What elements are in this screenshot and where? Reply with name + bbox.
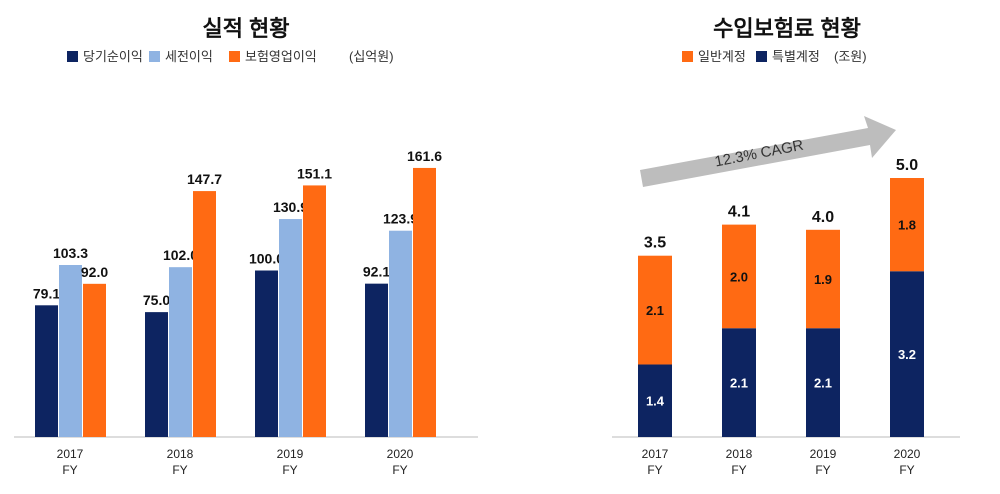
legend-unit: (십억원) [349, 49, 394, 64]
data-label: 2.1 [814, 376, 832, 391]
legend-label: 세전이익 [165, 49, 213, 64]
performance-legend: 당기순이익 세전이익 보험영업이익 (십억원) [67, 49, 394, 64]
data-label: 161.6 [407, 148, 442, 164]
x-tick-label: FY [392, 463, 407, 477]
bar [303, 185, 326, 437]
legend-swatch [756, 51, 767, 62]
total-label: 3.5 [644, 235, 666, 252]
bar-general [722, 224, 756, 329]
x-tick-label: FY [899, 463, 914, 477]
legend-swatch [229, 51, 240, 62]
total-label: 4.1 [728, 204, 750, 221]
x-tick-label: 2019 [277, 447, 304, 461]
legend-label: 당기순이익 [83, 49, 143, 64]
x-tick-label: FY [282, 463, 297, 477]
cagr-arrow [640, 116, 896, 187]
bar [193, 191, 216, 437]
performance-chart-title: 실적 현황 [202, 16, 289, 41]
bar-special [722, 328, 756, 437]
bar [83, 283, 106, 437]
x-tick-label: FY [647, 463, 662, 477]
data-label: 2.1 [730, 376, 748, 391]
legend-label: 보험영업이익 [245, 49, 317, 64]
total-label: 5.0 [896, 157, 918, 174]
bar [279, 219, 302, 437]
legend-swatch [682, 51, 693, 62]
bar-general [806, 229, 840, 329]
data-label: 2.1 [646, 303, 664, 318]
data-label: 100.0 [249, 251, 284, 267]
bar-general [638, 255, 672, 365]
bar [255, 270, 278, 437]
data-label: 75.0 [143, 292, 170, 308]
x-tick-label: 2019 [810, 447, 837, 461]
x-tick-label: FY [172, 463, 187, 477]
data-label: 1.9 [814, 272, 832, 287]
total-label: 4.0 [812, 209, 834, 226]
x-tick-label: FY [815, 463, 830, 477]
bar-special [638, 364, 672, 437]
bar-special [806, 328, 840, 437]
data-label: 92.0 [81, 264, 108, 280]
data-label: 147.7 [187, 171, 222, 187]
bar-special [890, 271, 924, 437]
legend-unit: (조원) [834, 49, 867, 64]
bar [413, 167, 436, 437]
x-tick-label: 2017 [57, 447, 84, 461]
x-tick-label: 2020 [387, 447, 414, 461]
data-label: 103.3 [53, 245, 88, 261]
data-label: 151.1 [297, 165, 332, 181]
bar [389, 230, 412, 437]
premium-legend: 일반계정 특별계정 (조원) [682, 49, 867, 64]
premium-chart-title: 수입보험료 현황 [713, 16, 861, 41]
bar [365, 283, 388, 437]
data-label: 123.9 [383, 211, 418, 227]
bar [145, 312, 168, 437]
data-label: 102.0 [163, 247, 198, 263]
performance-chart: 실적 현황 당기순이익 세전이익 보험영업이익 (십억원) 79.1 103.3 92.0… [14, 16, 478, 477]
x-tick-label: FY [731, 463, 746, 477]
bar-general [890, 178, 924, 272]
x-tick-label: FY [62, 463, 77, 477]
x-tick-label: 2017 [642, 447, 669, 461]
data-label: 130.9 [273, 199, 308, 215]
legend-swatch [149, 51, 160, 62]
legend-label: 특별계정 [772, 49, 820, 64]
x-tick-label: 2018 [167, 447, 194, 461]
data-label: 1.8 [898, 218, 916, 233]
data-label: 2.0 [730, 269, 748, 284]
data-label: 1.4 [646, 394, 665, 409]
data-label: 92.1 [363, 264, 390, 280]
data-label: 3.2 [898, 347, 916, 362]
bar [169, 267, 192, 437]
bar [59, 265, 82, 437]
data-label: 79.1 [33, 285, 60, 301]
legend-label: 일반계정 [698, 49, 746, 64]
legend-swatch [67, 51, 78, 62]
premium-chart: 수입보험료 현황 일반계정 특별계정 (조원) 12.3% CAGR 1.42.13… [612, 16, 960, 477]
x-tick-label: 2020 [894, 447, 921, 461]
bar [35, 305, 58, 437]
x-tick-label: 2018 [726, 447, 753, 461]
